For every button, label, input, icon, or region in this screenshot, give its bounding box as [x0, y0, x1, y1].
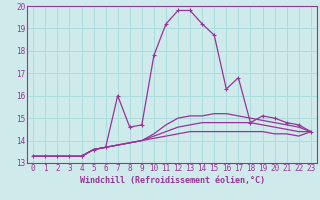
- X-axis label: Windchill (Refroidissement éolien,°C): Windchill (Refroidissement éolien,°C): [79, 176, 265, 185]
